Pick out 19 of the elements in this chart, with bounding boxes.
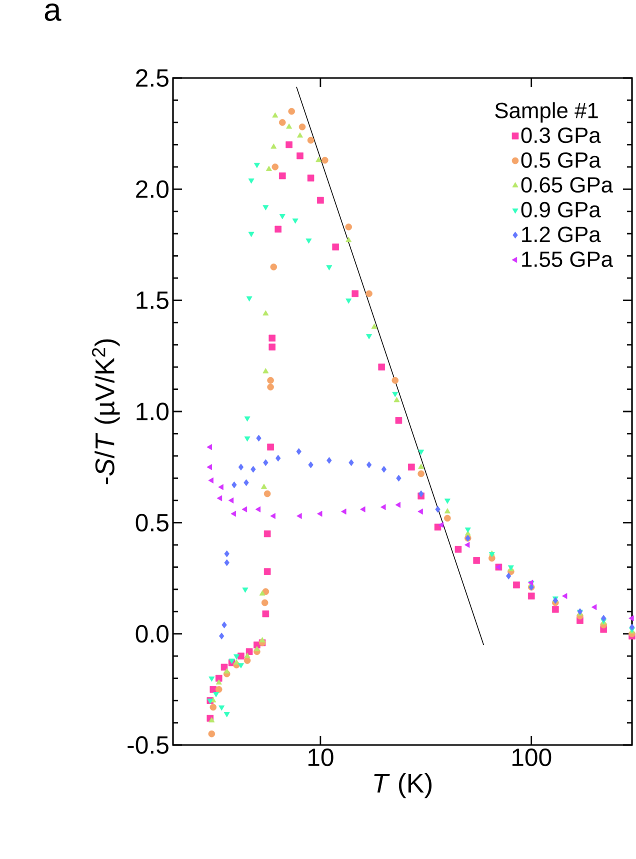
legend-label: 1.55 GPa [522, 251, 614, 267]
legend-label: 0.9 GPa [521, 202, 601, 218]
legend-label: 0.3 GPa [521, 128, 601, 144]
y-tick-label: -0.5 [128, 736, 168, 754]
x-axis-title: T (K) [374, 772, 432, 798]
y-tick-label: 1.5 [136, 292, 168, 310]
y-tick-label: 2.0 [136, 180, 169, 198]
text: a [44, 4, 62, 21]
legend-label: 0.65 GPa [521, 177, 614, 193]
x-tick-label: 100 [512, 748, 552, 766]
y-tick-label: 0.5 [136, 514, 168, 532]
legend-title: Sample #1 [495, 102, 598, 123]
y-tick-label: 1.0 [136, 402, 169, 420]
legend-label: 1.2 GPa [522, 226, 601, 242]
x-tick-label: 10 [308, 748, 334, 766]
legend-label: 0.5 GPa [521, 152, 601, 168]
y-tick-label: 2.5 [136, 69, 168, 87]
y-tick-label: 0.0 [136, 625, 169, 643]
y-axis-title: -S/T (µV/K$^{2}$) [92, 339, 120, 484]
